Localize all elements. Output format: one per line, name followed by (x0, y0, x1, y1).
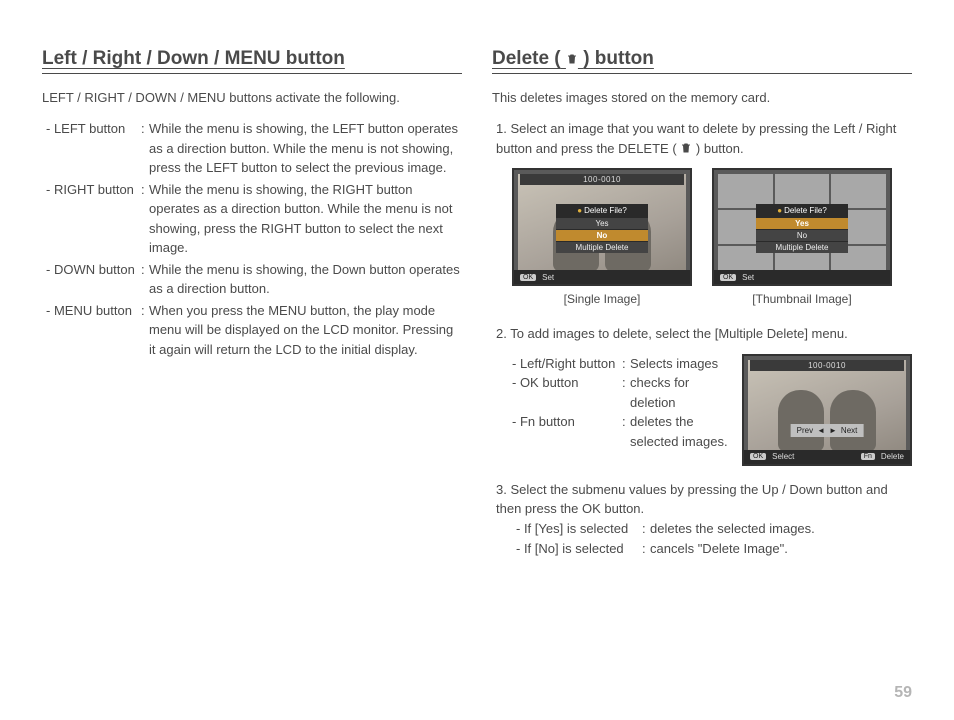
control-description: checks for deletion (630, 373, 730, 412)
left-intro: LEFT / RIGHT / DOWN / MENU buttons activ… (42, 90, 462, 105)
step-2: 2. To add images to delete, select the [… (492, 324, 912, 344)
figure-row-1: 100-0010 ●Delete File? Yes No Multiple D… (492, 168, 912, 306)
page-number: 59 (894, 684, 912, 702)
button-description: While the menu is showing, the LEFT butt… (149, 119, 462, 178)
button-name: - MENU button (46, 301, 141, 360)
button-name: - DOWN button (46, 260, 141, 299)
option-no: No (556, 229, 648, 241)
dialog-title: ●Delete File? (556, 204, 648, 217)
step1-text-b: ) button. (696, 141, 744, 156)
multiple-delete-controls: - Left/Right button:Selects images- OK b… (492, 354, 730, 452)
prev-label: Prev (797, 426, 813, 435)
option-multiple-delete: Multiple Delete (756, 241, 848, 253)
lcd-multiple-delete: 100-0010 Prev ◄► Next OK Select Fn Delet… (742, 354, 912, 466)
select-label: Select (772, 452, 794, 461)
lcd-silhouettes (748, 360, 906, 460)
lcd-single: 100-0010 ●Delete File? Yes No Multiple D… (512, 168, 692, 286)
right-section-title: Delete ( ) button (492, 48, 912, 74)
fn-key-label: Fn (861, 453, 875, 460)
lcd-topbar: 100-0010 (750, 360, 904, 371)
right-column: Delete ( ) button This deletes images st… (492, 48, 912, 569)
title-post: ) button (583, 48, 654, 69)
control-description: Selects images (630, 354, 730, 374)
button-description: While the menu is showing, the Down butt… (149, 260, 462, 299)
image-counter: 100-0010 (808, 361, 846, 370)
lcd-footbar: OK Set (714, 270, 890, 284)
delete-dialog: ●Delete File? Yes No Multiple Delete (556, 204, 648, 253)
title-pre: Delete ( (492, 48, 561, 69)
ok-key-label: OK (750, 453, 766, 460)
right-intro: This deletes images stored on the memory… (492, 90, 912, 105)
next-label: Next (841, 426, 857, 435)
button-description: While the menu is showing, the RIGHT but… (149, 180, 462, 258)
button-name: - RIGHT button (46, 180, 141, 258)
caption-single: [Single Image] (512, 292, 692, 306)
manual-page: Left / Right / Down / MENU button LEFT /… (0, 0, 954, 720)
figure-thumbnail-image: ●Delete File? Yes No Multiple Delete OK … (712, 168, 892, 306)
option-yes: Yes (556, 217, 648, 229)
left-column: Left / Right / Down / MENU button LEFT /… (42, 48, 462, 569)
set-label: Set (542, 273, 554, 282)
step-3: 3. Select the submenu values by pressing… (492, 480, 912, 559)
outcome-condition: - If [Yes] is selected (516, 519, 642, 539)
control-name: - Fn button (512, 412, 622, 451)
control-name: - Left/Right button (512, 354, 622, 374)
ok-key-label: OK (520, 274, 536, 281)
left-section-title: Left / Right / Down / MENU button (42, 48, 462, 74)
caption-thumbnail: [Thumbnail Image] (712, 292, 892, 306)
step-1: 1. Select an image that you want to dele… (492, 119, 912, 158)
button-name: - LEFT button (46, 119, 141, 178)
trash-icon (680, 142, 692, 154)
step1-num: 1. (496, 121, 510, 136)
control-description: deletes the selected images. (630, 412, 730, 451)
figure-single-image: 100-0010 ●Delete File? Yes No Multiple D… (512, 168, 692, 306)
option-no: No (756, 229, 848, 241)
trash-icon (566, 53, 578, 65)
lcd-footbar: OK Set (514, 270, 690, 284)
lcd-footbar: OK Select Fn Delete (744, 450, 910, 464)
delete-label: Delete (881, 452, 904, 461)
button-definition-list: - LEFT button:While the menu is showing,… (42, 119, 462, 359)
step2-content: - Left/Right button:Selects images- OK b… (492, 354, 912, 466)
button-description: When you press the MENU button, the play… (149, 301, 462, 360)
ok-key-label: OK (720, 274, 736, 281)
outcome-condition: - If [No] is selected (516, 539, 642, 559)
lcd-thumbnail: ●Delete File? Yes No Multiple Delete OK … (712, 168, 892, 286)
option-multiple-delete: Multiple Delete (556, 241, 648, 253)
yes-no-outcomes: - If [Yes] is selected:deletes the selec… (496, 519, 912, 559)
control-name: - OK button (512, 373, 622, 412)
dialog-title: ●Delete File? (756, 204, 848, 217)
set-label: Set (742, 273, 754, 282)
outcome-result: deletes the selected images. (650, 519, 912, 539)
option-yes: Yes (756, 217, 848, 229)
lcd-topbar: 100-0010 (520, 174, 684, 185)
prev-next-bar: Prev ◄► Next (791, 424, 864, 437)
outcome-result: cancels "Delete Image". (650, 539, 912, 559)
two-column-layout: Left / Right / Down / MENU button LEFT /… (42, 48, 912, 569)
image-counter: 100-0010 (583, 175, 621, 184)
delete-dialog: ●Delete File? Yes No Multiple Delete (756, 204, 848, 253)
